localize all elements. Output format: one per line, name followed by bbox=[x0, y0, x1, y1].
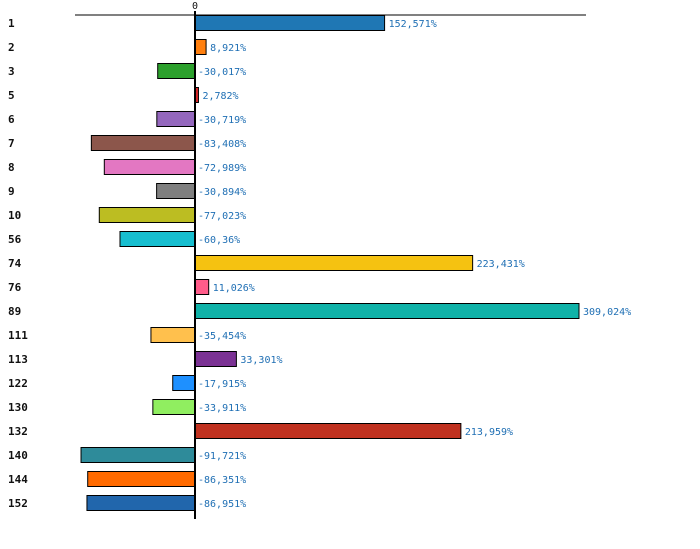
value-label-3: -30,017% bbox=[198, 67, 246, 78]
category-label-130: 130 bbox=[8, 401, 28, 414]
category-label-2: 2 bbox=[8, 41, 15, 54]
bar-89 bbox=[194, 303, 580, 319]
bar-152 bbox=[86, 495, 196, 511]
bar-1 bbox=[194, 15, 386, 31]
value-label-140: -91,721% bbox=[198, 451, 246, 462]
category-label-56: 56 bbox=[8, 233, 22, 246]
category-label-122: 122 bbox=[8, 377, 28, 390]
bar-132 bbox=[194, 423, 462, 439]
value-label-130: -33,911% bbox=[198, 403, 246, 414]
value-label-8: -72,989% bbox=[198, 163, 246, 174]
value-label-89: 309,024% bbox=[583, 307, 631, 318]
value-label-56: -60,36% bbox=[198, 235, 240, 246]
category-label-6: 6 bbox=[8, 113, 15, 126]
category-label-9: 9 bbox=[8, 185, 15, 198]
category-label-3: 3 bbox=[8, 65, 15, 78]
category-label-89: 89 bbox=[8, 305, 21, 318]
category-label-10: 10 bbox=[8, 209, 21, 222]
bar-111 bbox=[150, 327, 196, 343]
value-label-74: 223,431% bbox=[477, 259, 525, 270]
value-label-144: -86,351% bbox=[198, 475, 246, 486]
bar-140 bbox=[80, 447, 196, 463]
bar-56 bbox=[119, 231, 196, 247]
value-label-6: -30,719% bbox=[198, 115, 246, 126]
bar-10 bbox=[98, 207, 196, 223]
value-label-1: 152,571% bbox=[389, 19, 437, 30]
bar-8 bbox=[103, 159, 196, 175]
bar-144 bbox=[87, 471, 196, 487]
value-label-5: 2,782% bbox=[202, 91, 238, 102]
bar-76 bbox=[194, 279, 210, 295]
category-label-113: 113 bbox=[8, 353, 28, 366]
category-label-132: 132 bbox=[8, 425, 28, 438]
category-label-5: 5 bbox=[8, 89, 15, 102]
value-label-7: -83,408% bbox=[198, 139, 246, 150]
category-label-1: 1 bbox=[8, 17, 15, 30]
category-label-152: 152 bbox=[8, 497, 28, 510]
bar-74 bbox=[194, 255, 474, 271]
value-label-76: 11,026% bbox=[213, 283, 255, 294]
bars-group bbox=[80, 15, 580, 511]
bar-6 bbox=[156, 111, 196, 127]
value-label-2: 8,921% bbox=[210, 43, 246, 54]
category-label-7: 7 bbox=[8, 137, 15, 150]
value-label-10: -77,023% bbox=[198, 211, 246, 222]
value-label-152: -86,951% bbox=[198, 499, 246, 510]
bar-7 bbox=[90, 135, 196, 151]
category-label-144: 144 bbox=[8, 473, 28, 486]
bar-130 bbox=[152, 399, 196, 415]
value-label-132: 213,959% bbox=[465, 427, 513, 438]
category-label-140: 140 bbox=[8, 449, 28, 462]
bar-3 bbox=[157, 63, 196, 79]
category-labels: 1235678910567476891111131221301321401441… bbox=[8, 17, 28, 510]
value-label-9: -30,894% bbox=[198, 187, 246, 198]
value-label-122: -17,915% bbox=[198, 379, 246, 390]
bar-2 bbox=[194, 39, 207, 55]
category-label-76: 76 bbox=[8, 281, 22, 294]
value-labels: 152,571% 8,921% -30,017% 2,782% -30,719% -83,… bbox=[198, 19, 631, 510]
category-label-111: 111 bbox=[8, 329, 28, 342]
value-label-111: -35,454% bbox=[198, 331, 246, 342]
bar-122 bbox=[172, 375, 196, 391]
bar-113 bbox=[194, 351, 237, 367]
category-label-8: 8 bbox=[8, 161, 15, 174]
zero-tick-label: 0 bbox=[192, 1, 198, 12]
bar-9 bbox=[156, 183, 196, 199]
category-label-74: 74 bbox=[8, 257, 22, 270]
value-label-113: 33,301% bbox=[240, 355, 282, 366]
